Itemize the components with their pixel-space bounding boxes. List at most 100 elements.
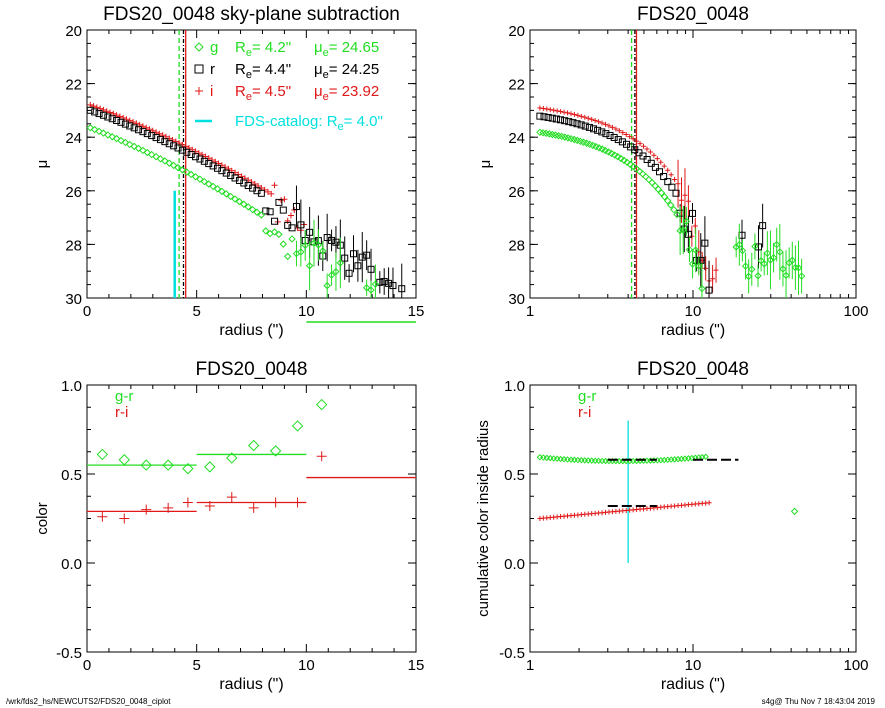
p1-point-g <box>288 235 296 243</box>
p2-point-i <box>540 106 546 112</box>
p2-point-i <box>558 108 564 114</box>
p2-point-i <box>647 149 653 155</box>
p1-legend-mu-i: μe= 23.92 <box>314 83 379 103</box>
p1-point-r <box>257 189 265 197</box>
p1-xtick-label: 10 <box>298 303 315 320</box>
p1-point-g <box>222 190 230 198</box>
p4-xlabel: radius (") <box>661 676 725 693</box>
p1-point-g <box>327 271 336 279</box>
p2-point-g <box>570 135 578 144</box>
p1-point-g <box>200 177 209 186</box>
p3-point-ri <box>141 504 152 515</box>
p4-title: FDS20_0048 <box>637 359 749 380</box>
p1-point-r <box>385 279 393 287</box>
p2-point-r <box>610 133 618 141</box>
p3-legend-ri: r-i <box>115 404 128 421</box>
p1-point-g <box>262 227 270 235</box>
p1-point-i <box>287 212 294 219</box>
p3-point-ri <box>163 502 174 513</box>
p3-point-gr <box>315 398 328 411</box>
p1-point-r <box>95 110 103 118</box>
p3-point-gr <box>140 459 152 471</box>
p3-point-gr <box>291 420 304 432</box>
p2-point-i <box>637 141 643 147</box>
p1-point-g <box>143 148 152 157</box>
p1-point-g <box>161 157 169 165</box>
p2-point-i <box>537 105 543 111</box>
p2-point-r <box>577 121 585 129</box>
p2-point-i <box>620 130 626 136</box>
p2-point-g <box>620 156 628 165</box>
p1-point-i <box>238 173 245 180</box>
p1-point-r <box>275 198 283 206</box>
p1-point-i <box>185 145 192 152</box>
p1-legend-band-g: g <box>210 39 218 56</box>
p2-ytick-label: 24 <box>508 130 525 147</box>
p2-point-i <box>692 223 698 229</box>
p1-point-g <box>319 247 327 255</box>
p4-xtick-label: 10 <box>685 657 702 674</box>
p2-point-r <box>557 116 565 124</box>
p1-point-i <box>107 109 114 116</box>
p1-point-g <box>187 170 195 179</box>
p4-point-gr <box>598 457 606 465</box>
p1-point-i <box>159 132 166 139</box>
p2-point-r <box>664 178 672 186</box>
p1-point-g <box>165 159 173 167</box>
p1-ytick-label: 20 <box>65 23 82 40</box>
p2-point-g <box>589 141 597 150</box>
p3-ytick-label: 1.0 <box>61 378 82 395</box>
p3-point-gr <box>162 459 174 471</box>
p4-point-gr <box>602 457 609 465</box>
p2-point-i <box>571 112 577 118</box>
p2-point-i <box>544 106 550 112</box>
p1-point-r <box>341 254 349 262</box>
p1-legend-re-g: Re= 4.2" <box>235 39 291 59</box>
p3-ytick-label: 0.0 <box>61 556 82 573</box>
p2-point-i <box>596 119 602 125</box>
p2-point-g <box>657 189 666 197</box>
p1-point-g <box>86 124 94 132</box>
p1-point-g <box>121 138 130 147</box>
p2-point-r <box>672 189 680 197</box>
p1-point-g <box>305 262 314 270</box>
p1-point-r <box>231 174 239 182</box>
p2-point-r <box>552 115 560 123</box>
p1-point-r <box>143 130 151 138</box>
p2-ytick-label: 30 <box>508 291 525 308</box>
p2-point-g <box>676 226 684 235</box>
p2-point-g <box>779 265 787 273</box>
p2-point-g <box>766 256 775 264</box>
p2-point-i <box>651 152 657 158</box>
p3-point-gr <box>118 454 130 466</box>
p2-point-g <box>751 242 759 251</box>
p3-xlabel: radius (") <box>219 676 283 693</box>
p1-point-g <box>336 259 345 267</box>
p2-point-i <box>682 192 688 198</box>
p1-point-r <box>279 206 287 214</box>
p1-xlabel: radius (") <box>219 322 283 339</box>
p1-point-g <box>213 185 222 193</box>
p2-point-r <box>544 113 552 121</box>
p1-title: FDS20_0048 sky-plane subtraction <box>103 4 400 25</box>
p2-point-i <box>578 113 584 119</box>
p2-point-i <box>613 126 619 132</box>
p3-point-ri <box>316 451 327 462</box>
p1-point-r <box>161 138 169 146</box>
p1-point-r <box>358 253 366 261</box>
p1-point-g <box>371 280 380 288</box>
p2-xtick-label: 1 <box>526 303 534 320</box>
p1-point-r <box>187 151 195 159</box>
p1-point-g <box>139 146 147 155</box>
p2-point-i <box>703 265 709 271</box>
p2-point-r <box>548 114 556 122</box>
p2-point-i <box>565 110 571 116</box>
p4-ytick-label: -0.5 <box>499 645 525 662</box>
p2-point-i <box>589 116 595 122</box>
p1-point-r <box>345 269 353 277</box>
p2-point-g <box>797 272 806 280</box>
p3-point-ri <box>292 497 303 508</box>
p2-point-g <box>698 284 706 293</box>
p1-legend-marker-i <box>195 87 203 95</box>
